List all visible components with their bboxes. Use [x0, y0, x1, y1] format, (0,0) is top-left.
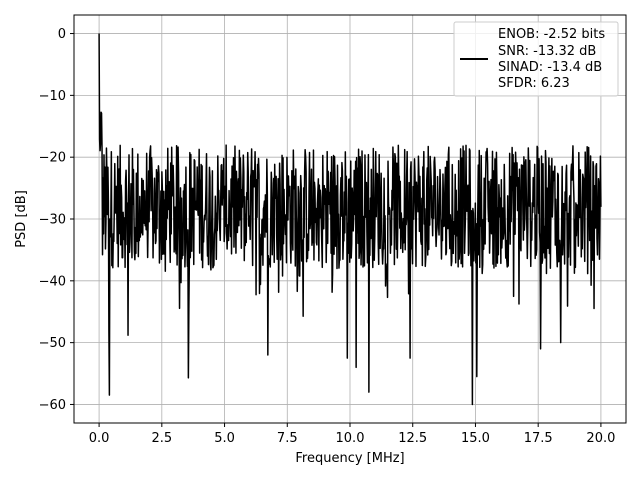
legend-entry-sinad: SINAD: -13.4 dB	[498, 60, 602, 75]
x-tick-label: 12.5	[398, 431, 427, 446]
legend: ENOB: -2.52 bits SNR: -13.32 dB SINAD: -…	[453, 21, 619, 97]
x-tick-label: 2.5	[151, 431, 172, 446]
y-axis: 0 −10 −20 −30 −40 −50 −60	[39, 27, 74, 413]
y-tick-label: −50	[39, 336, 66, 351]
y-tick-label: −10	[39, 89, 66, 104]
x-tick-label: 7.5	[277, 431, 298, 446]
legend-entry-sfdr: SFDR: 6.23	[498, 76, 570, 91]
y-tick-label: −20	[39, 151, 66, 166]
x-tick-label: 17.5	[524, 431, 553, 446]
x-tick-label: 15.0	[461, 431, 490, 446]
legend-entry-snr: SNR: -13.32 dB	[498, 44, 596, 59]
x-tick-label: 20.0	[586, 431, 615, 446]
y-tick-label: −40	[39, 274, 66, 289]
legend-box	[453, 21, 619, 97]
psd-series-line	[98, 33, 602, 406]
series-layer	[98, 33, 602, 406]
x-tick-label: 10.0	[336, 431, 365, 446]
x-tick-label: 0.0	[89, 431, 110, 446]
y-tick-label: −30	[39, 213, 66, 228]
x-axis-title: Frequency [MHz]	[295, 451, 404, 466]
x-axis: 0.0 2.5 5.0 7.5 10.0 12.5 15.0 17.5 20.0	[89, 423, 615, 446]
y-tick-label: −60	[39, 398, 66, 413]
legend-entry-enob: ENOB: -2.52 bits	[498, 27, 605, 42]
x-tick-label: 5.0	[214, 431, 235, 446]
y-axis-title: PSD [dB]	[14, 190, 29, 248]
y-tick-label: 0	[58, 27, 66, 42]
